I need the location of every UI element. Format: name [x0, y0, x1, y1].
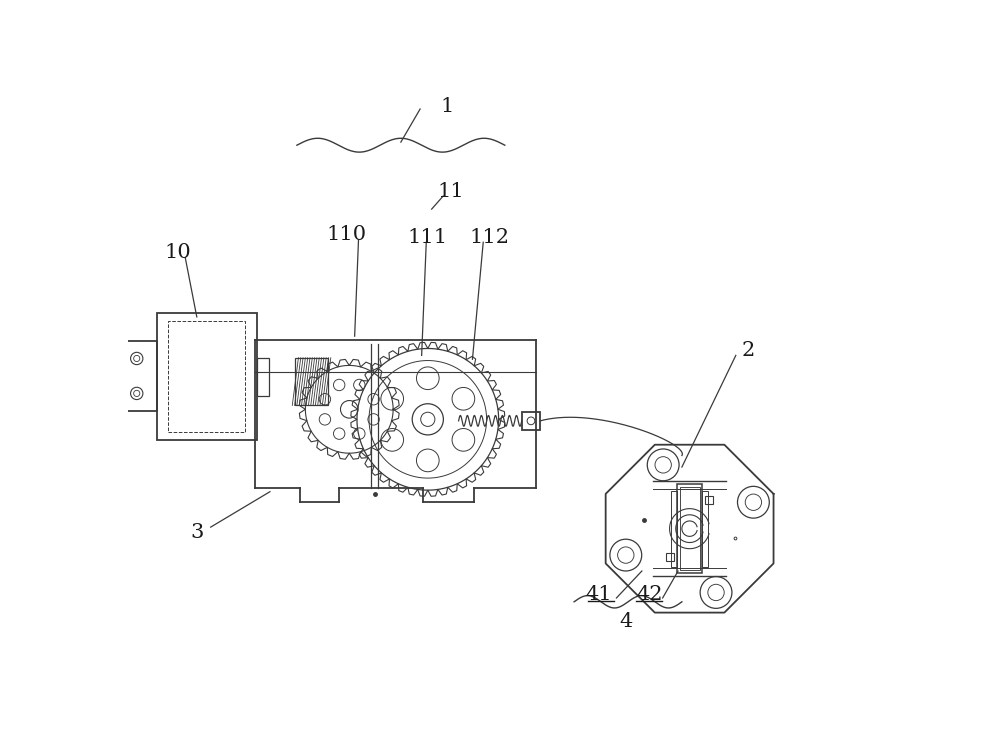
Text: 110: 110 [327, 225, 367, 244]
Bar [295, 358, 328, 405]
Text: 2: 2 [741, 340, 755, 360]
Text: 42: 42 [636, 585, 663, 604]
Text: 4: 4 [620, 612, 633, 631]
Bar [677, 485, 702, 573]
Bar [157, 313, 257, 440]
Text: 10: 10 [164, 244, 191, 263]
Text: 112: 112 [469, 228, 509, 247]
Text: 111: 111 [408, 228, 448, 247]
Bar [680, 488, 700, 570]
Bar [666, 554, 674, 561]
Bar [257, 358, 269, 396]
Bar [117, 341, 157, 411]
Bar [671, 491, 677, 567]
Text: 41: 41 [585, 585, 612, 604]
Text: 11: 11 [438, 182, 464, 201]
Bar [702, 491, 708, 567]
Text: 1: 1 [440, 97, 454, 116]
Bar [168, 321, 245, 432]
Bar [705, 497, 713, 504]
Text: 3: 3 [190, 523, 203, 542]
Bar [522, 411, 540, 430]
